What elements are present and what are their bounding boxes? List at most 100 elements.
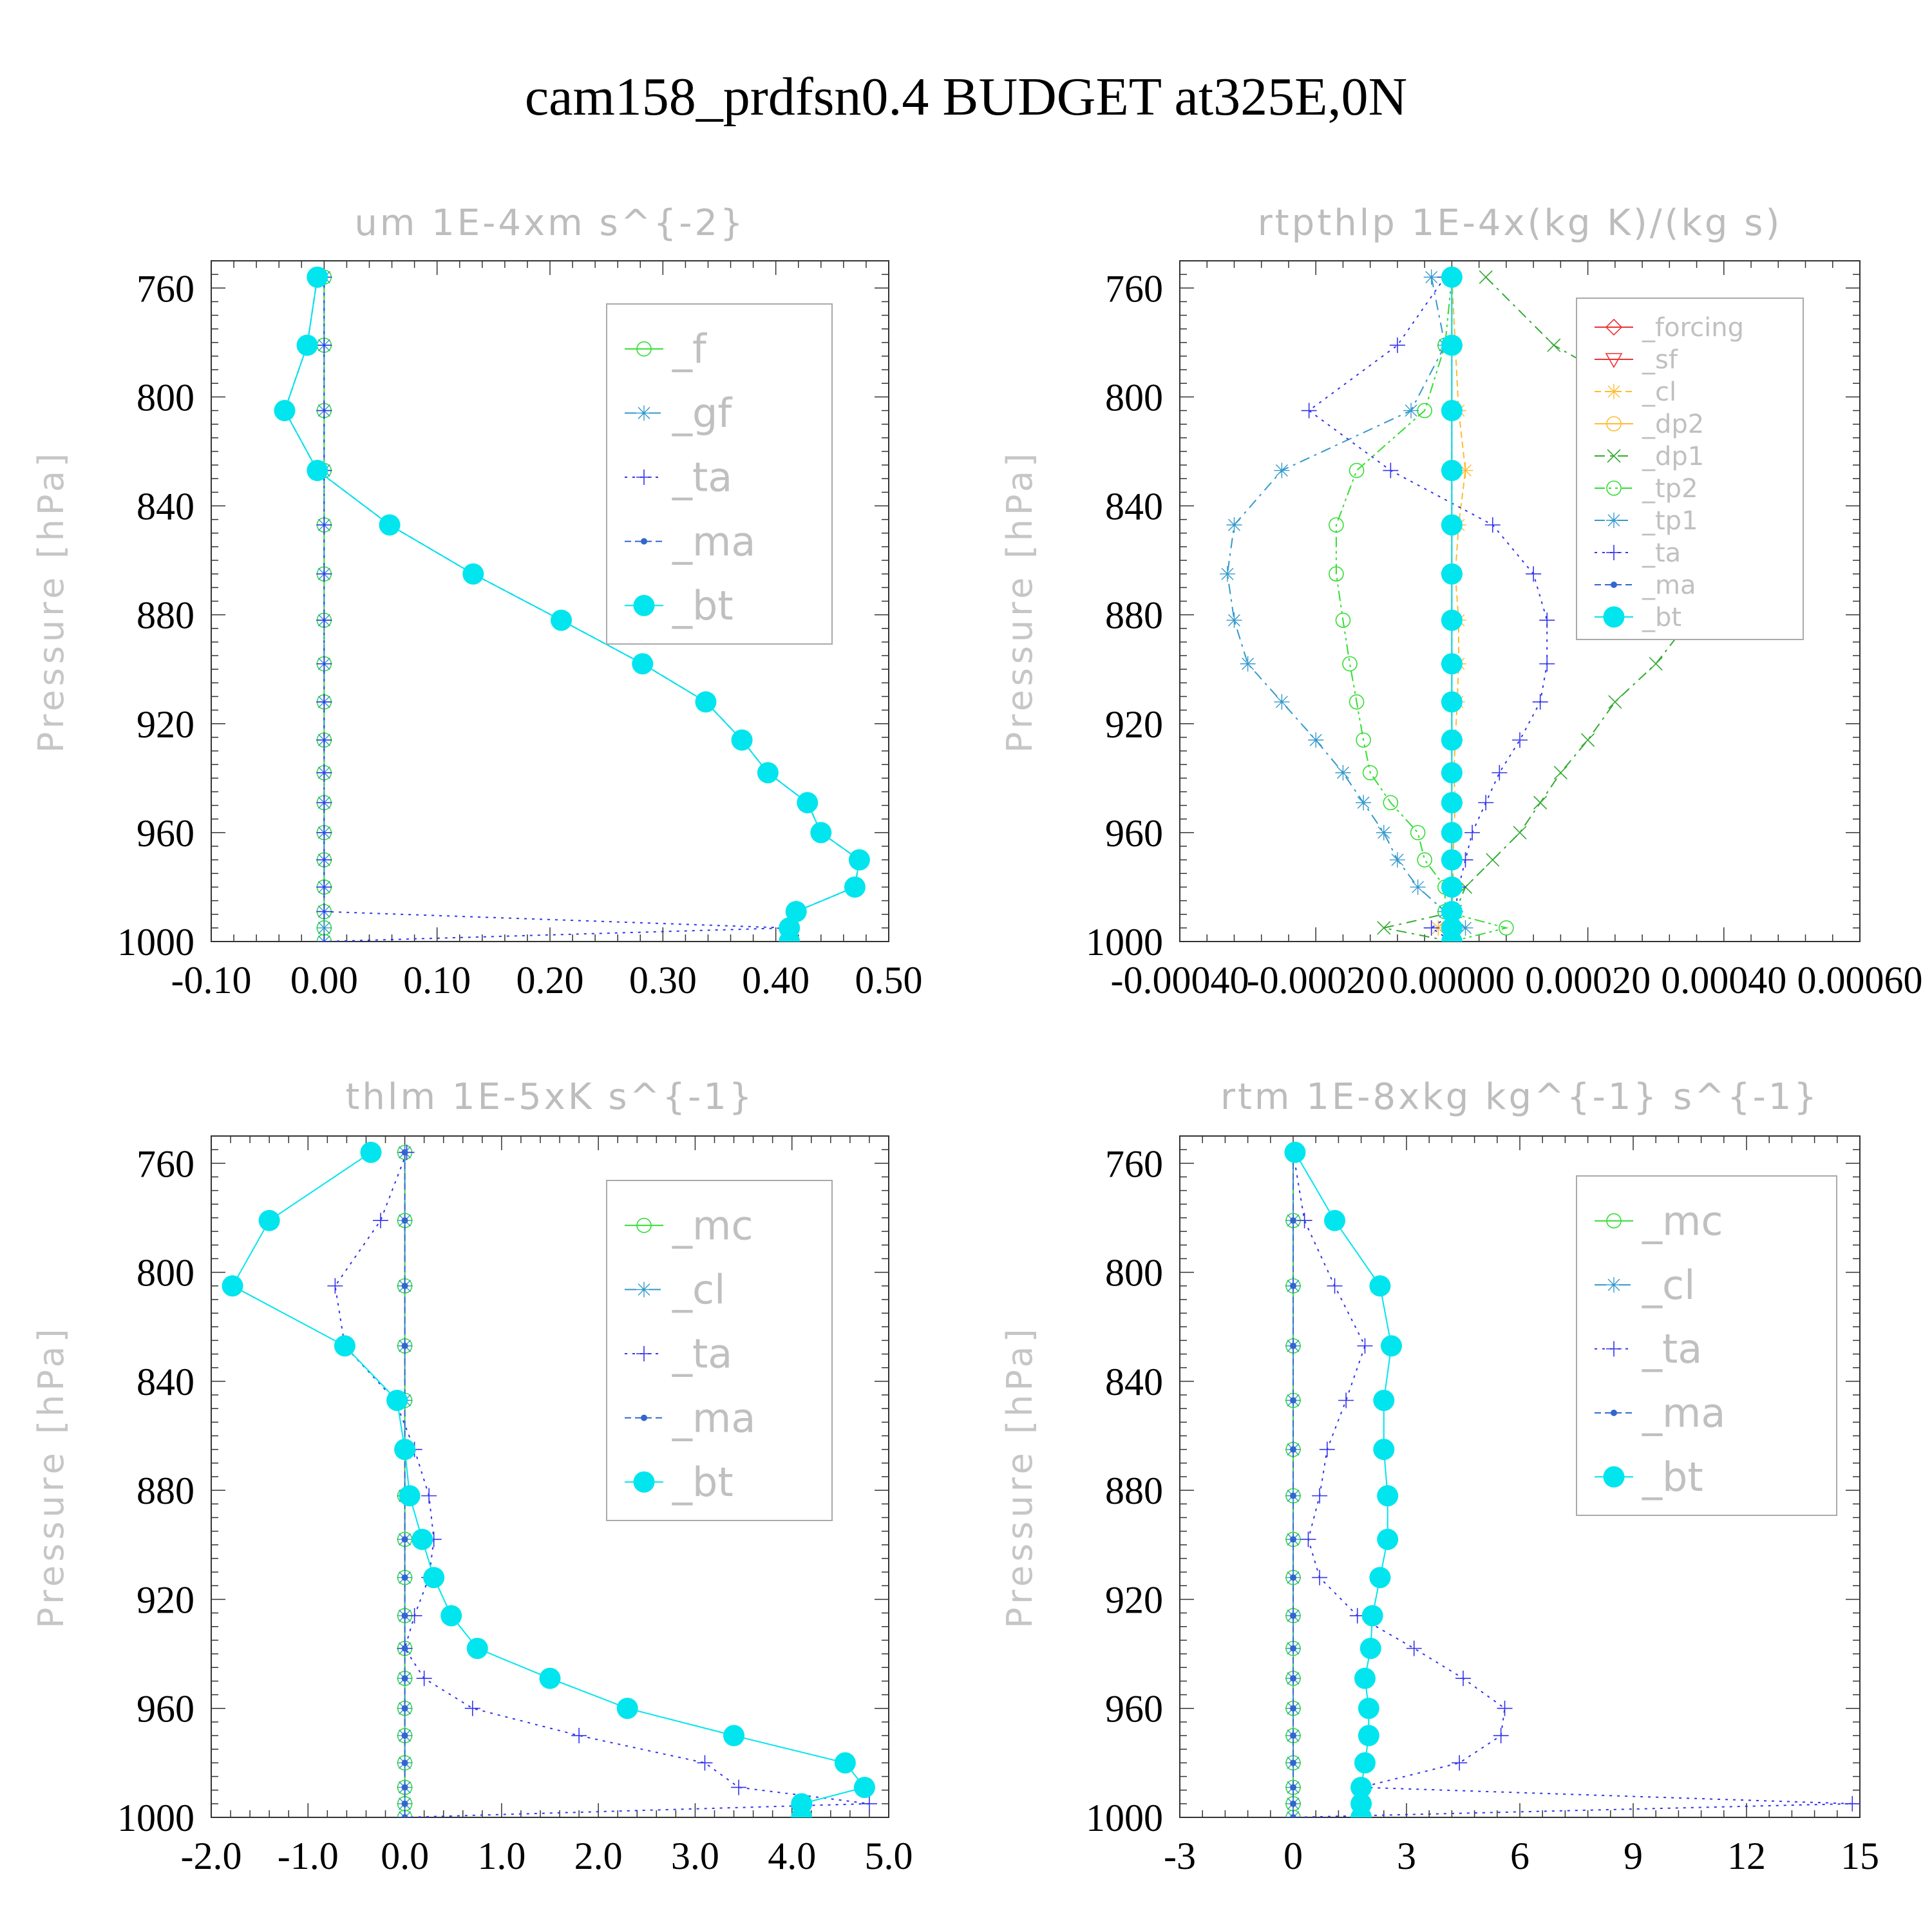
legend: _mc _cl _ta _ma _bt (606, 1180, 833, 1521)
data-point (1319, 1441, 1335, 1457)
y-tick-label: 960 (137, 1688, 194, 1730)
legend-label: _cl (672, 1266, 725, 1313)
y-tick-label: 880 (137, 594, 194, 637)
legend-label: _tp2 (1642, 474, 1698, 504)
x-tick-label: 0.10 (403, 959, 471, 1001)
data-point (1441, 729, 1463, 751)
legend-marker (633, 1471, 655, 1493)
data-point (1358, 1725, 1379, 1747)
legend-marker (1606, 513, 1622, 528)
data-point (1362, 765, 1378, 781)
data-point (1373, 1439, 1395, 1461)
legend-marker (636, 1282, 652, 1298)
data-point (1389, 852, 1405, 868)
x-tick-label: 0.0 (381, 1835, 429, 1877)
data-point (1290, 1784, 1296, 1791)
data-point (401, 1217, 408, 1224)
data-point (401, 1705, 408, 1712)
legend-label: _ma (672, 518, 755, 565)
data-point (1441, 791, 1463, 813)
data-point (632, 653, 654, 675)
y-tick-label: 920 (137, 703, 194, 746)
legend-label: _ma (672, 1394, 755, 1441)
data-point (401, 1342, 408, 1349)
data-point (1290, 1282, 1296, 1289)
data-point (1441, 691, 1463, 713)
data-point (1410, 879, 1426, 895)
data-point (1441, 849, 1463, 871)
legend-label: _ta (672, 1331, 732, 1378)
data-point (401, 1574, 408, 1581)
data-point (1457, 920, 1473, 936)
data-point (1377, 1485, 1399, 1507)
data-point (1290, 1814, 1296, 1817)
legend-label: _ma (1642, 1390, 1725, 1437)
data-point (1479, 270, 1493, 284)
y-tick-label: 920 (1105, 703, 1163, 746)
x-tick-label: 2.0 (574, 1835, 623, 1877)
data-point (1301, 402, 1317, 419)
data-point (394, 1439, 416, 1461)
legend-marker (636, 469, 652, 485)
legend-label: _bt (672, 582, 734, 629)
data-point (757, 762, 779, 784)
data-point (1376, 824, 1392, 840)
data-point (1547, 338, 1561, 352)
legend-marker (636, 1346, 652, 1361)
legend-label: _bt (672, 1459, 734, 1506)
legend: _mc _cl _ta _ma _bt (1576, 1175, 1837, 1516)
data-point (1290, 1217, 1296, 1224)
legend-marker (1611, 582, 1617, 588)
data-point (401, 1675, 408, 1682)
data-point (1377, 921, 1391, 935)
legend-marker (1606, 480, 1622, 496)
data-point (316, 402, 332, 419)
legend-marker (1603, 606, 1625, 628)
series-line-cl (1437, 277, 1466, 942)
legend-marker (641, 538, 647, 545)
data-point (1381, 1335, 1403, 1357)
data-point (316, 824, 332, 840)
data-point (1441, 514, 1463, 536)
data-point (1383, 462, 1399, 478)
x-tick-label: 6 (1510, 1835, 1530, 1877)
data-point (571, 1728, 587, 1744)
data-point (316, 612, 332, 629)
panel-title: rtm 1E-8xkg kg^{-1} s^{-1} (1220, 1076, 1819, 1118)
data-point (1410, 825, 1426, 840)
data-point (1423, 269, 1439, 285)
panel-title: um 1E-4xm s^{-2} (354, 202, 745, 244)
legend-label: _bt (1642, 1454, 1703, 1501)
data-point (1274, 462, 1290, 478)
x-tick-label: 0.00040 (1661, 959, 1786, 1001)
y-tick-label: 920 (137, 1578, 194, 1621)
data-point (316, 920, 332, 936)
data-point (1497, 1700, 1513, 1716)
data-point (1441, 400, 1463, 422)
x-tick-label: -0.00020 (1247, 959, 1385, 1001)
data-point (731, 729, 753, 751)
data-point (1486, 853, 1500, 867)
data-point (1441, 762, 1463, 784)
x-tick-label: 4.0 (768, 1835, 816, 1877)
data-point (1284, 1141, 1306, 1163)
data-point (406, 1607, 422, 1624)
data-point (1290, 1645, 1296, 1652)
data-point (779, 931, 800, 942)
y-tick-label: 760 (1105, 1142, 1163, 1185)
y-tick-label: 960 (1105, 812, 1163, 855)
data-point (1290, 1397, 1296, 1404)
data-point (316, 934, 332, 942)
data-point (401, 1612, 408, 1619)
chart-panel-4: rtm 1E-8xkg kg^{-1} s^{-1} 760 800 840 880 92… (999, 1076, 1879, 1877)
data-point (401, 1282, 408, 1289)
data-point (1290, 1612, 1296, 1619)
chart-panel-2: rtpthlp 1E-4x(kg K)/(kg s) 760 800 840 880 92… (999, 202, 1923, 1001)
panel-title: rtpthlp 1E-4x(kg K)/(kg s) (1258, 202, 1783, 244)
y-axis-label: Pressure [hPa] (31, 1325, 71, 1628)
data-point (1581, 733, 1595, 747)
data-point (785, 900, 807, 922)
data-point (791, 1806, 813, 1817)
legend-marker (641, 1414, 647, 1421)
